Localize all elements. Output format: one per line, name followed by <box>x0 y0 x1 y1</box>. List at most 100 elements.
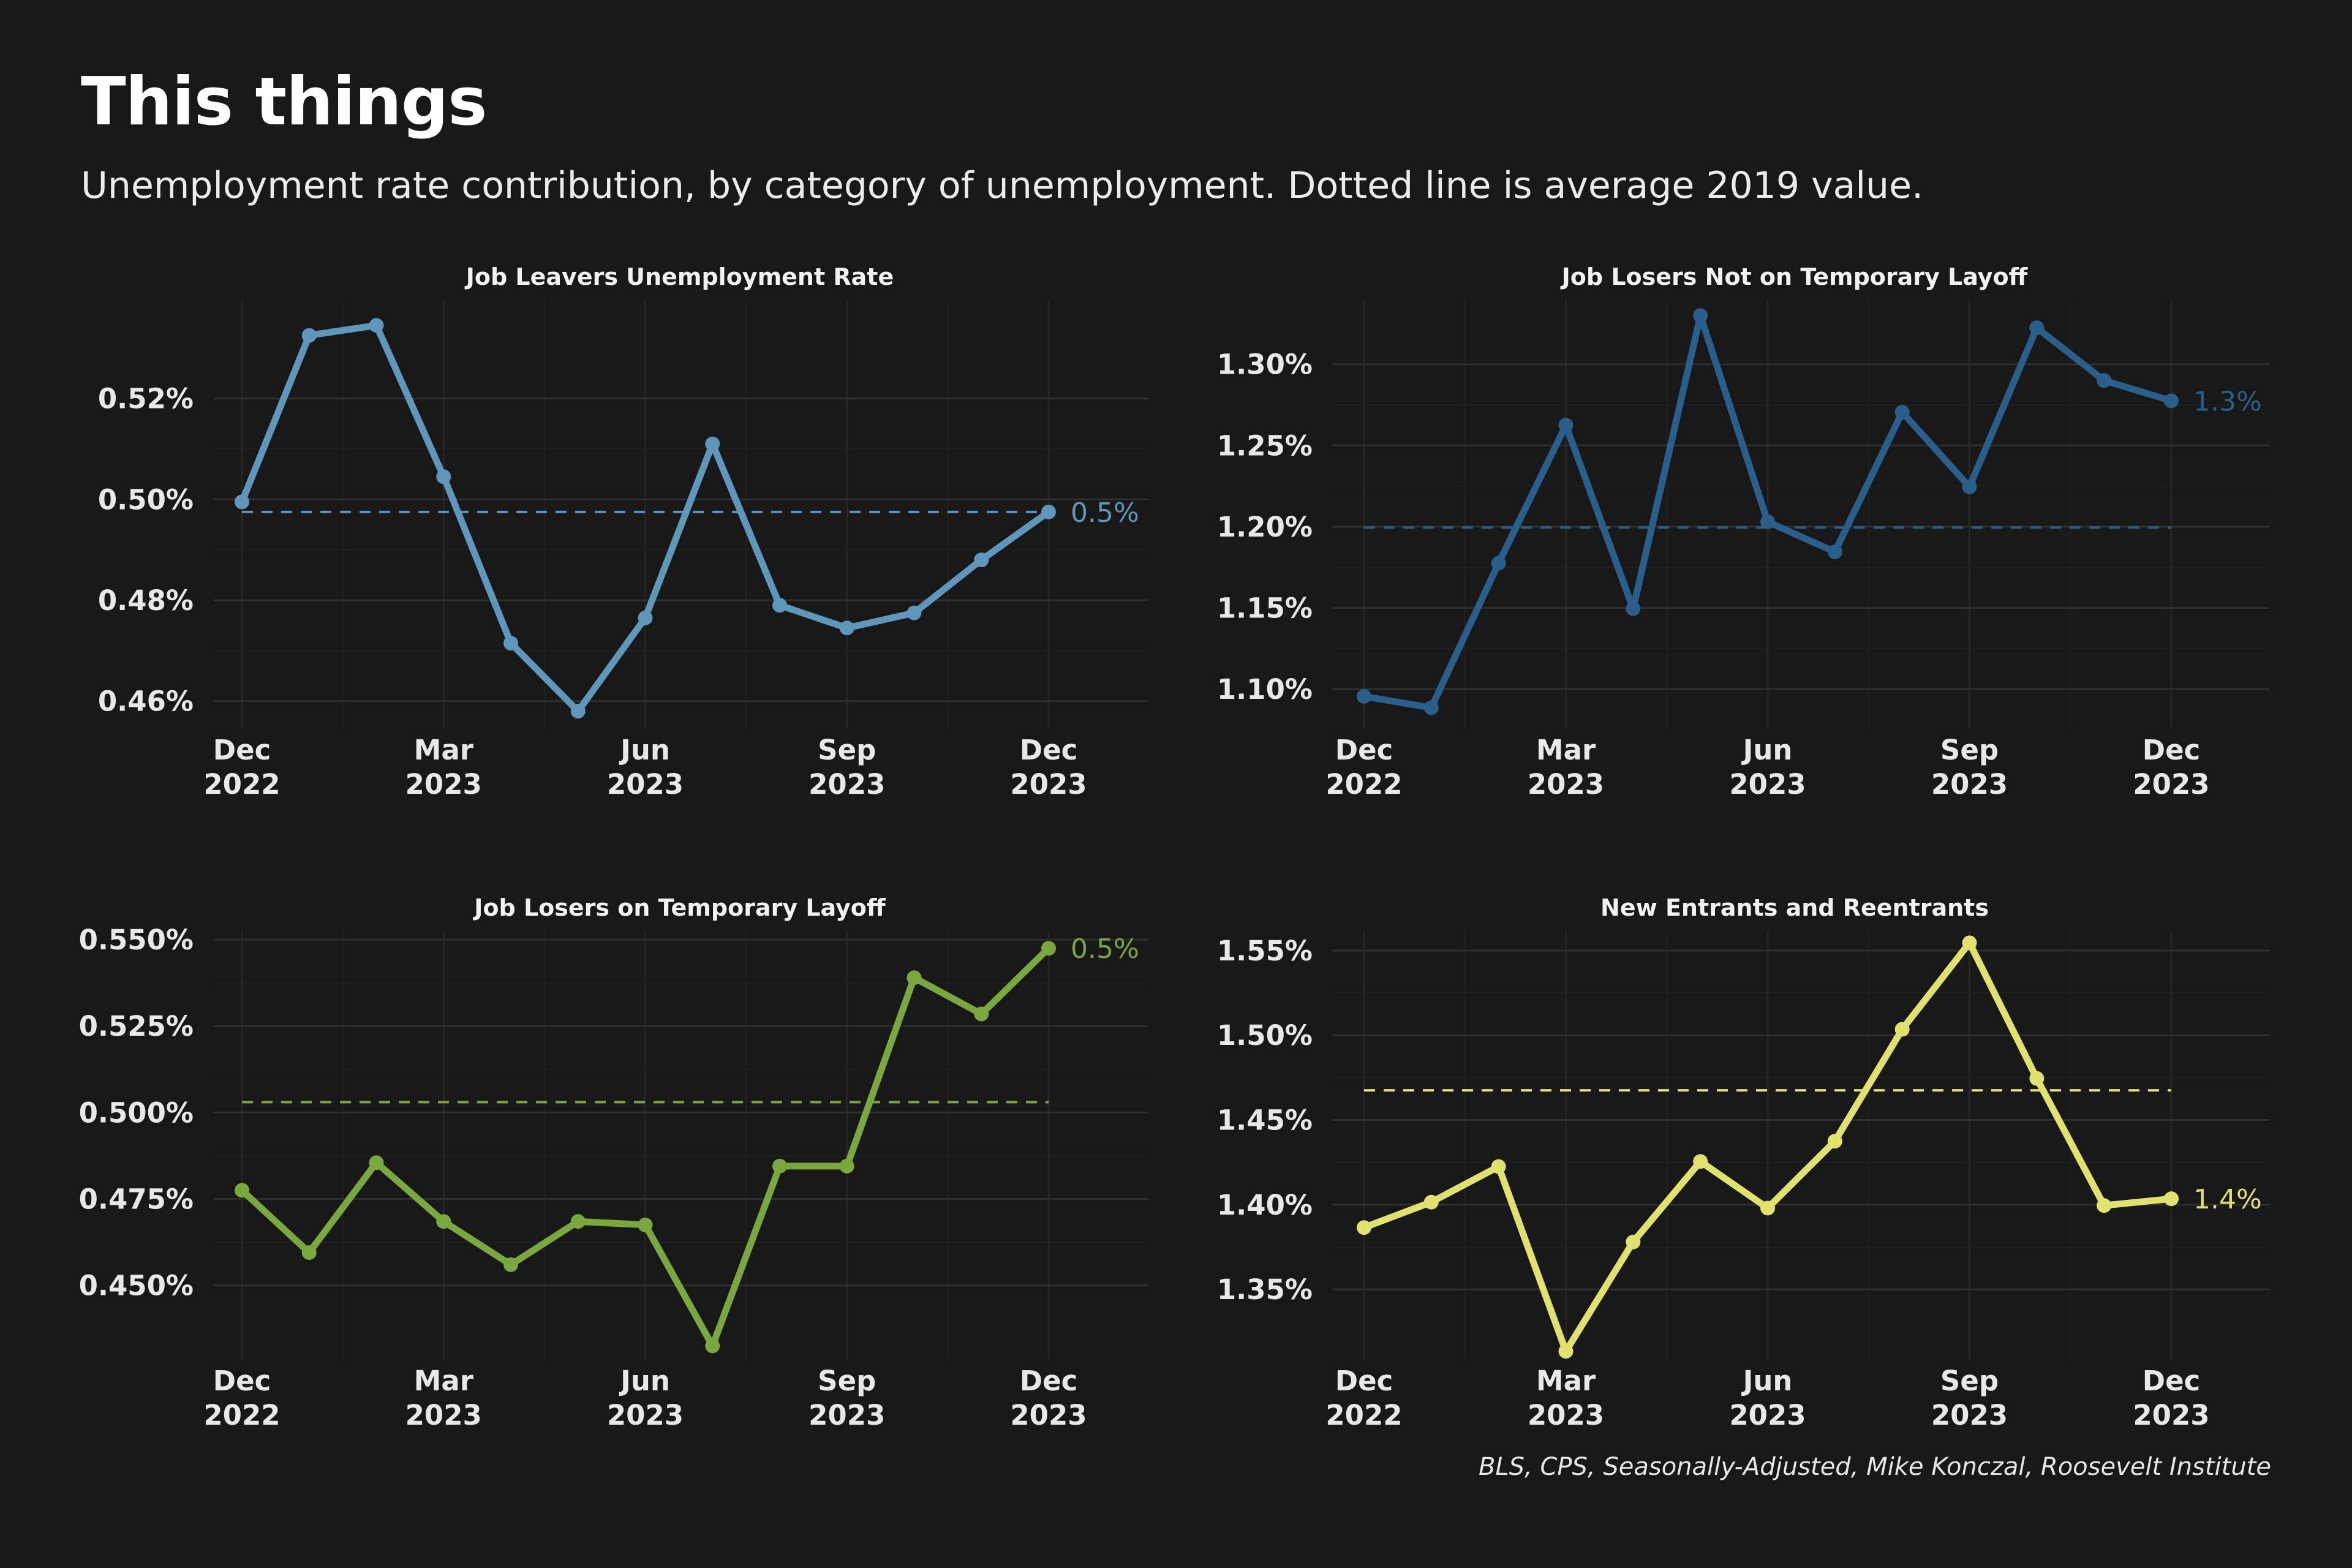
x-tick-label: 2023 <box>809 1399 885 1431</box>
y-tick-label: 1.10% <box>1217 673 1313 706</box>
page-title: This things <box>81 64 487 140</box>
data-point <box>907 970 922 986</box>
y-tick-label: 1.15% <box>1217 592 1313 624</box>
page-subtitle: Unemployment rate contribution, by categ… <box>81 164 1924 207</box>
data-point <box>772 1158 787 1174</box>
data-point <box>1357 1220 1371 1235</box>
x-tick-label: Dec <box>213 1365 271 1397</box>
y-tick-label: 0.550% <box>79 924 194 956</box>
x-tick-label: 2023 <box>1931 1399 2008 1431</box>
y-tick-label: 1.25% <box>1217 429 1313 462</box>
data-point <box>907 605 922 620</box>
data-point <box>705 436 720 451</box>
data-point <box>1357 688 1371 704</box>
x-tick-label: Mar <box>414 734 474 766</box>
x-tick-label: 2023 <box>1931 768 2008 801</box>
data-point <box>369 318 384 333</box>
y-tick-label: 0.46% <box>98 685 194 718</box>
data-point <box>772 598 787 613</box>
y-tick-label: 1.40% <box>1217 1189 1313 1221</box>
x-tick-label: 2023 <box>2133 1399 2209 1431</box>
x-tick-label: 2023 <box>1010 1399 1087 1431</box>
y-tick-label: 1.55% <box>1217 935 1313 967</box>
data-point <box>570 1214 586 1229</box>
data-point <box>1760 1200 1775 1216</box>
x-tick-label: Sep <box>1940 734 1999 766</box>
y-tick-label: 0.52% <box>98 383 194 415</box>
y-tick-label: 1.45% <box>1217 1104 1313 1136</box>
data-point <box>974 552 989 568</box>
data-point <box>503 636 518 650</box>
end-value-label: 0.5% <box>1071 497 1139 529</box>
x-tick-label: 2022 <box>1325 768 1402 801</box>
x-tick-label: Dec <box>1020 1365 1078 1397</box>
x-tick-label: Dec <box>1335 1365 1393 1397</box>
data-point <box>2164 393 2179 409</box>
data-point <box>1423 700 1439 715</box>
x-tick-label: 2023 <box>1010 768 1087 801</box>
data-point <box>839 1158 854 1174</box>
x-tick-label: Jun <box>619 734 670 766</box>
y-tick-label: 0.48% <box>98 584 194 617</box>
x-tick-label: 2022 <box>203 1399 280 1431</box>
y-tick-label: 0.50% <box>98 483 194 516</box>
x-tick-label: Jun <box>1741 734 1793 766</box>
panel-title: Job Losers Not on Temporary Layoff <box>1560 263 2029 290</box>
x-tick-label: 2023 <box>809 768 885 801</box>
x-tick-label: 2022 <box>203 768 280 801</box>
x-tick-label: Jun <box>619 1365 670 1397</box>
data-point <box>638 610 653 625</box>
x-tick-label: 2023 <box>2133 768 2209 801</box>
x-tick-label: 2022 <box>1325 1399 1402 1431</box>
panel-title: Job Leavers Unemployment Rate <box>464 263 894 290</box>
y-tick-label: 0.525% <box>79 1010 194 1042</box>
x-tick-label: Jun <box>1741 1365 1793 1397</box>
x-tick-label: Mar <box>414 1365 474 1397</box>
x-tick-label: Mar <box>1536 734 1596 766</box>
data-point <box>301 328 317 343</box>
panel-title: New Entrants and Reentrants <box>1600 894 1989 921</box>
data-point <box>1962 935 1977 951</box>
data-point <box>2029 1071 2045 1086</box>
data-point <box>974 1006 989 1022</box>
x-tick-label: Sep <box>818 1365 876 1397</box>
x-tick-label: Dec <box>213 734 271 766</box>
y-tick-label: 1.35% <box>1217 1273 1313 1306</box>
x-tick-label: Dec <box>1335 734 1393 766</box>
data-point <box>235 1183 249 1198</box>
x-tick-label: 2023 <box>1729 1399 1806 1431</box>
data-point <box>436 1214 451 1229</box>
y-tick-label: 1.20% <box>1217 511 1313 543</box>
x-tick-label: 2023 <box>1528 768 1604 801</box>
data-point <box>1626 601 1641 616</box>
data-point <box>503 1257 518 1272</box>
data-point <box>1558 418 1574 433</box>
data-point <box>1760 514 1775 529</box>
data-point <box>638 1217 653 1232</box>
x-tick-label: Sep <box>1940 1365 1999 1397</box>
data-point <box>436 469 451 484</box>
data-point <box>1626 1234 1641 1250</box>
x-tick-label: 2023 <box>607 1399 684 1431</box>
data-point <box>235 494 249 510</box>
data-point <box>1894 404 1910 420</box>
data-point <box>705 1338 720 1354</box>
y-tick-label: 0.475% <box>79 1183 194 1216</box>
x-tick-label: Sep <box>818 734 876 766</box>
data-point <box>1693 308 1708 323</box>
x-tick-label: 2023 <box>1528 1399 1604 1431</box>
x-tick-label: 2023 <box>1729 768 1806 801</box>
data-point <box>1558 1344 1574 1359</box>
y-tick-label: 0.450% <box>79 1270 194 1302</box>
data-point <box>369 1155 384 1170</box>
panel-title: Job Losers on Temporary Layoff <box>472 894 886 921</box>
data-point <box>1423 1194 1439 1210</box>
data-point <box>570 704 586 719</box>
data-point <box>1827 544 1842 559</box>
x-tick-label: Mar <box>1536 1365 1596 1397</box>
data-point <box>2097 373 2112 388</box>
end-value-label: 0.5% <box>1071 933 1139 965</box>
data-point <box>1041 504 1056 519</box>
y-tick-label: 0.500% <box>79 1096 194 1129</box>
